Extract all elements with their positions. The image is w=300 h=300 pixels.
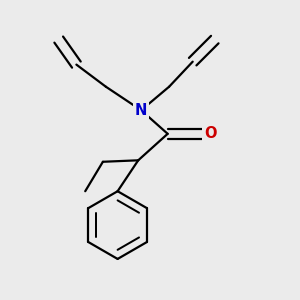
Text: N: N (135, 103, 147, 118)
Text: O: O (204, 126, 217, 141)
